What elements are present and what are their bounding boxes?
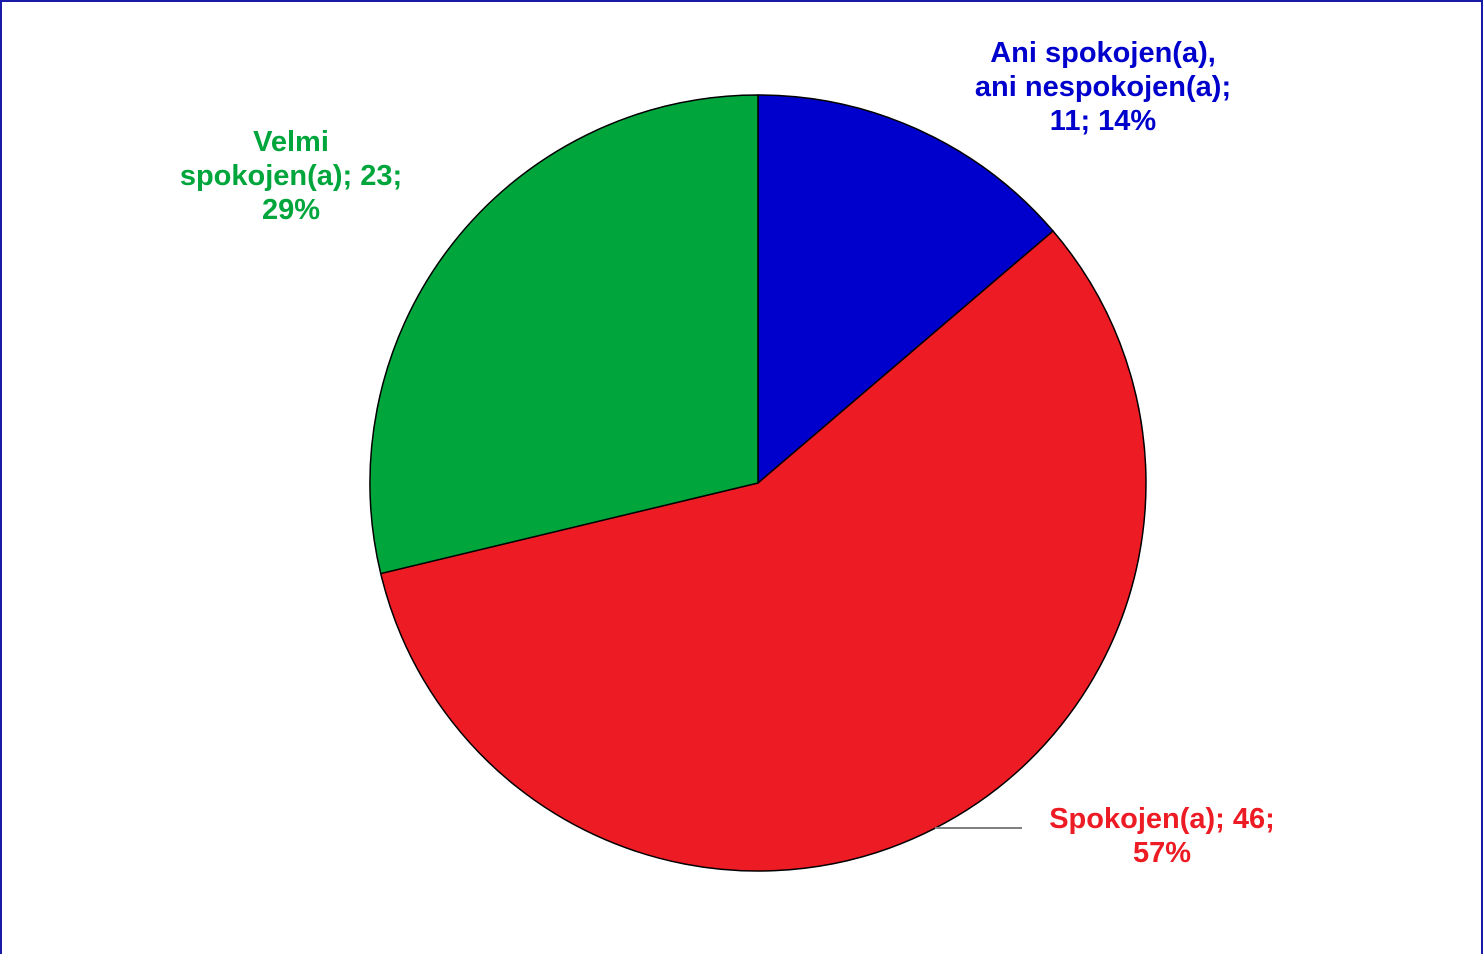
slice-label-line: Spokojen(a); 46; bbox=[1049, 803, 1275, 835]
slice-label-line: Velmi bbox=[253, 126, 329, 158]
pie-slices bbox=[369, 94, 1147, 872]
pie-slice-velmi-spokojen-a bbox=[369, 94, 759, 575]
slice-label-line: 57% bbox=[1132, 837, 1192, 869]
slice-label-line: 11; 14% bbox=[1049, 105, 1157, 137]
slice-label-line: Ani spokojen(a), bbox=[990, 37, 1216, 69]
pie-slice-ani-spokojen-a-ani-nespokojen-a bbox=[757, 94, 1055, 485]
slice-label-line: spokojen(a); 23; bbox=[179, 160, 403, 192]
pie-slice-spokojen-a bbox=[379, 229, 1147, 872]
slice-label-ani-spokojen: Ani spokojen(a), ani nespokojen(a); 11; … bbox=[975, 36, 1231, 138]
slice-label-spokojen: Spokojen(a); 46; 57% bbox=[1049, 802, 1275, 870]
slice-label-line: ani nespokojen(a); bbox=[974, 71, 1232, 103]
slice-label-line: 29% bbox=[261, 194, 321, 226]
slice-label-velmi-spokojen: Velmi spokojen(a); 23; 29% bbox=[180, 125, 402, 227]
